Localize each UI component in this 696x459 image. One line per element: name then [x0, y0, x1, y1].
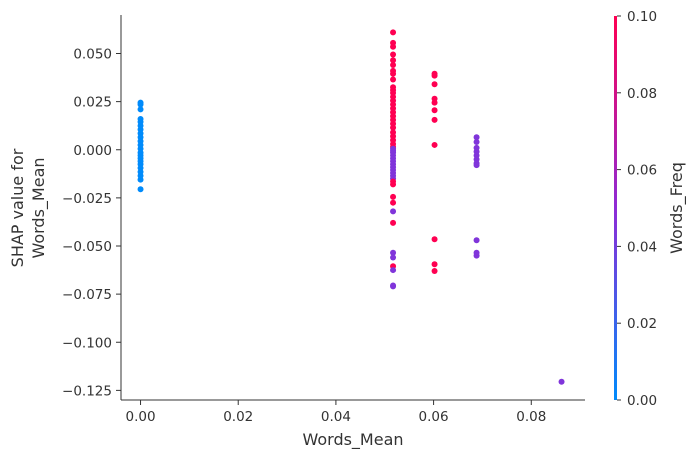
data-point [390, 29, 397, 36]
colorbar-tick-label: 0.00 [627, 393, 657, 409]
y-axis-title-line-1: SHAP value for [8, 148, 27, 267]
colorbar-tick-label: 0.02 [627, 316, 657, 332]
data-point [137, 106, 144, 113]
y-tick-label: 0.050 [73, 47, 112, 63]
data-point [431, 141, 438, 148]
y-tick-label: 0.000 [73, 143, 112, 159]
colorbar-tick-label: 0.04 [627, 239, 657, 255]
y-tick-label: −0.100 [62, 335, 112, 351]
colorbar-tick-label: 0.08 [627, 86, 657, 102]
x-axis-ticks: 0.00 0.02 0.04 0.06 0.08 [126, 400, 546, 425]
y-tick-label: 0.025 [73, 95, 112, 111]
data-point [390, 124, 397, 131]
data-point [390, 51, 397, 58]
y-axis-ticks: 0.050 0.025 0.000 −0.025 −0.050 −0.075 −0.100 −… [62, 47, 121, 399]
data-point [390, 181, 397, 188]
data-point [473, 134, 480, 141]
data-point [137, 176, 144, 183]
data-point [390, 283, 397, 290]
y-tick-label: −0.125 [62, 383, 112, 399]
x-axis-title: Words_Mean [302, 430, 403, 450]
data-point [431, 81, 438, 88]
data-point [558, 378, 565, 385]
x-tick-label: 0.00 [126, 409, 156, 425]
data-point [390, 76, 397, 83]
data-point [390, 57, 397, 64]
x-tick-label: 0.04 [321, 409, 351, 425]
data-point [390, 62, 397, 69]
data-point [390, 193, 397, 200]
data-point [431, 72, 438, 79]
x-tick-label: 0.08 [516, 409, 546, 425]
data-point [431, 236, 438, 243]
x-tick-label: 0.02 [223, 409, 253, 425]
data-point [390, 249, 397, 256]
data-point [431, 268, 438, 275]
colorbar-title: Words_Freq [667, 162, 687, 254]
data-point [431, 261, 438, 268]
data-point [390, 254, 397, 261]
colorbar [614, 16, 617, 400]
data-point [473, 237, 480, 244]
data-point [390, 70, 397, 77]
colorbar-tick-label: 0.10 [627, 9, 657, 25]
data-point [390, 267, 397, 274]
y-tick-label: −0.050 [62, 239, 112, 255]
y-tick-label: −0.025 [62, 191, 112, 207]
data-point [473, 139, 480, 146]
y-axis-title-line-2: Words_Mean [29, 157, 49, 258]
y-tick-label: −0.075 [62, 287, 112, 303]
data-point [473, 252, 480, 259]
data-point [431, 99, 438, 106]
data-point [137, 186, 144, 193]
data-point [431, 107, 438, 114]
data-point [390, 43, 397, 50]
data-point [137, 101, 144, 108]
data-point [390, 199, 397, 206]
data-point [390, 208, 397, 215]
x-tick-label: 0.06 [419, 409, 449, 425]
data-point [473, 162, 480, 169]
colorbar-tick-label: 0.06 [627, 163, 657, 179]
data-point [390, 219, 397, 226]
data-point [431, 116, 438, 123]
data-points [137, 29, 565, 385]
colorbar-ticks: 0.00 0.02 0.04 0.06 0.08 0.10 [617, 9, 657, 409]
